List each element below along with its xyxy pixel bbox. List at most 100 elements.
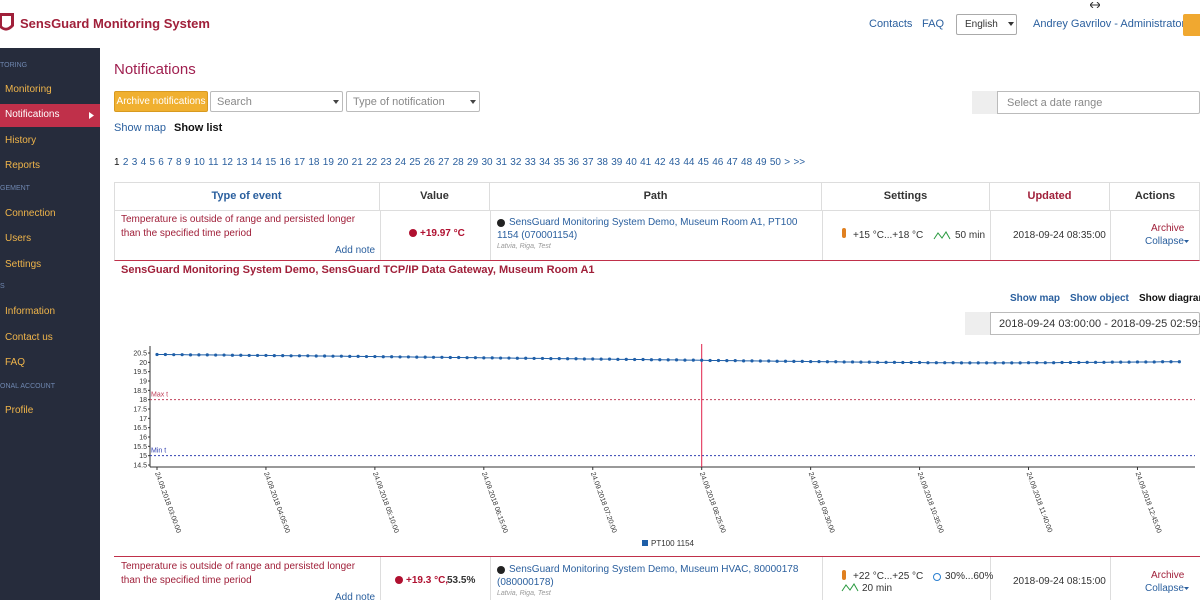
location: Latvia, Riga, Test	[497, 590, 551, 597]
page-link[interactable]: 39	[611, 157, 623, 168]
page-link[interactable]: 7	[167, 157, 173, 168]
sidebar-item[interactable]: Users	[5, 233, 32, 244]
page-link[interactable]: 11	[208, 157, 219, 168]
page-link[interactable]: 19	[322, 157, 334, 168]
page-link[interactable]: 50	[769, 157, 781, 168]
detail-date-range: 2018-09-24 03:00:00 - 2018-09-25 02:59:5…	[999, 318, 1200, 330]
page-link[interactable]: 33	[524, 157, 536, 168]
col-actions: Actions	[1134, 190, 1176, 202]
page-link[interactable]: 41	[640, 157, 652, 168]
cell-divider	[490, 557, 491, 600]
page-link[interactable]: 49	[755, 157, 767, 168]
detail-show-map[interactable]: Show map	[1010, 293, 1061, 304]
page-link[interactable]: 42	[654, 157, 666, 168]
page-link[interactable]: 29	[467, 157, 479, 168]
collapse-link[interactable]: Collapse	[1145, 583, 1184, 594]
page-link[interactable]: >>	[793, 157, 806, 168]
page-link[interactable]: 8	[176, 157, 182, 168]
collapse-link[interactable]: Collapse	[1145, 236, 1184, 247]
page-link[interactable]: 5	[149, 157, 155, 168]
archive-link[interactable]: Archive	[1151, 570, 1185, 581]
sidebar-item[interactable]: Connection	[5, 208, 56, 219]
page-link[interactable]: 35	[553, 157, 565, 168]
page-link[interactable]: 17	[293, 157, 306, 168]
sidebar-item[interactable]: Information	[5, 306, 56, 317]
value-humidity: 53.5%	[447, 575, 476, 586]
page-link[interactable]: 25	[409, 157, 421, 168]
col-type[interactable]: Type of event	[114, 183, 380, 210]
delay: 20 min	[862, 583, 893, 594]
show-map-link[interactable]: Show map	[114, 122, 166, 134]
page-link[interactable]: 14	[250, 157, 262, 168]
page-link[interactable]: 9	[184, 157, 191, 168]
type-select[interactable]: Type of notification	[346, 91, 480, 112]
page-link[interactable]: 26	[423, 157, 435, 168]
page-link[interactable]: 21	[351, 157, 363, 168]
page-link[interactable]: 18	[308, 157, 320, 168]
page-link[interactable]: 12	[221, 157, 233, 168]
detail-show-diagram[interactable]: Show diagram	[1139, 293, 1200, 304]
event-text: Temperature is outside of range and pers…	[121, 214, 356, 239]
detail-show-object[interactable]: Show object	[1070, 293, 1129, 304]
page-link[interactable]: 6	[158, 157, 164, 168]
page-link[interactable]: 23	[380, 157, 392, 168]
detail-calendar[interactable]	[965, 312, 991, 335]
archive-link[interactable]: Archive	[1151, 223, 1185, 234]
page-link[interactable]: 46	[712, 157, 724, 168]
page-link[interactable]: >	[784, 157, 791, 168]
col-updated[interactable]: Updated	[990, 183, 1110, 210]
page-link[interactable]: 45	[697, 157, 709, 168]
page-link[interactable]: 28	[452, 157, 464, 168]
user-link[interactable]: Andrey Gavrilov - Administrator	[1033, 18, 1186, 30]
page-link[interactable]: 24	[394, 157, 407, 168]
search-select[interactable]: Search	[210, 91, 343, 112]
page-link[interactable]: 1	[114, 157, 120, 168]
page-link[interactable]: 27	[438, 157, 450, 168]
page-link[interactable]: 37	[582, 157, 594, 168]
page-link[interactable]: 34	[539, 157, 551, 168]
sidebar-item[interactable]: Notifications	[5, 109, 60, 120]
sidebar-item[interactable]: Reports	[5, 160, 41, 171]
page-link[interactable]: 2	[122, 157, 129, 168]
path-link[interactable]: SensGuard Monitoring System Demo, Museum…	[497, 564, 799, 588]
page-link[interactable]: 38	[596, 157, 608, 168]
sidebar-item[interactable]: History	[5, 135, 37, 146]
page-link[interactable]: 36	[567, 157, 580, 168]
delay: 50 min	[955, 230, 986, 241]
page-link[interactable]: 4	[140, 157, 147, 168]
show-list-link[interactable]: Show list	[174, 122, 223, 134]
archive-button[interactable]: Archive notifications	[114, 91, 208, 112]
event-text: Temperature is outside of range and pers…	[121, 561, 356, 586]
path-link[interactable]: SensGuard Monitoring System Demo, Museum…	[497, 217, 798, 241]
logout-button[interactable]	[1183, 14, 1200, 36]
sidebar-item[interactable]: Contact us	[5, 332, 53, 343]
page-link[interactable]: 13	[236, 157, 248, 168]
add-note[interactable]: Add note	[335, 245, 376, 256]
page-link[interactable]: 32	[510, 157, 522, 168]
add-note[interactable]: Add note	[335, 592, 376, 603]
page-link[interactable]: 10	[193, 157, 205, 168]
contacts-link[interactable]: Contacts	[869, 18, 913, 30]
sidebar-item[interactable]: FAQ	[5, 357, 26, 368]
date-range-placeholder: Select a date range	[1007, 97, 1103, 109]
page-link[interactable]: 31	[495, 157, 507, 168]
sidebar-item[interactable]: Profile	[5, 405, 34, 416]
page-link[interactable]: 16	[279, 157, 291, 168]
page-link[interactable]: 43	[668, 157, 681, 168]
page-link[interactable]: 30	[481, 157, 493, 168]
page-link[interactable]: 40	[625, 157, 637, 168]
page-link[interactable]: 47	[726, 157, 738, 168]
page-link[interactable]: 22	[366, 157, 378, 168]
page-link[interactable]: 3	[131, 157, 138, 168]
page-link[interactable]: 44	[683, 157, 695, 168]
calendar-button[interactable]	[972, 91, 998, 114]
page-link[interactable]: 48	[741, 157, 753, 168]
page-link[interactable]: 15	[265, 157, 277, 168]
sidebar-item[interactable]: Settings	[5, 259, 42, 270]
sidebar-item[interactable]: Monitoring	[5, 84, 52, 95]
cell-divider	[1110, 557, 1111, 600]
language-select[interactable]: English	[956, 14, 1017, 35]
faq-link[interactable]: FAQ	[922, 18, 945, 30]
page-link[interactable]: 20	[337, 157, 349, 168]
